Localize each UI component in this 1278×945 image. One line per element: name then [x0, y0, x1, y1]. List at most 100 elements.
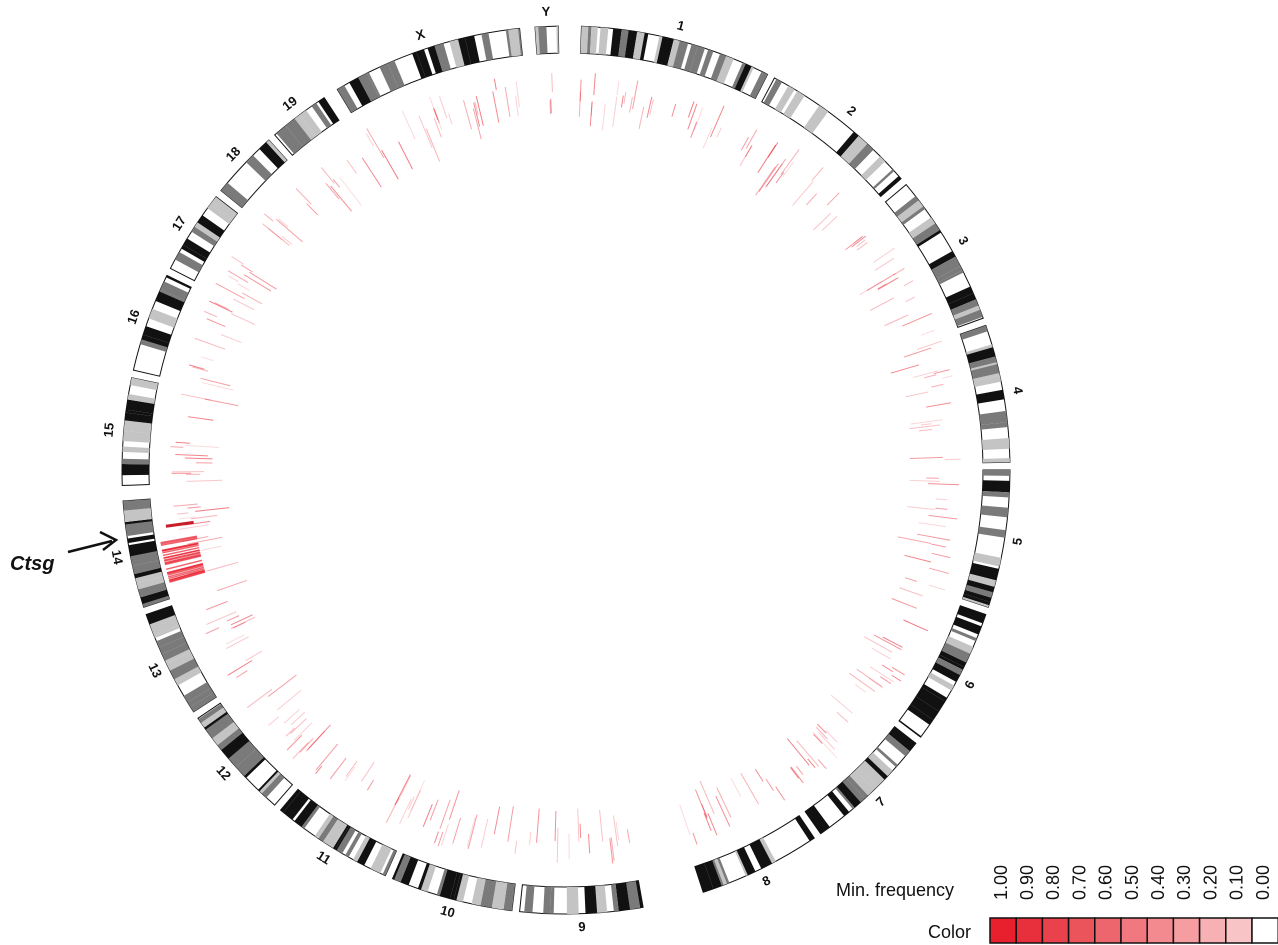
cytoband	[957, 605, 986, 624]
cytoband	[122, 446, 150, 454]
frequency-mark	[593, 73, 596, 96]
frequency-mark	[345, 760, 358, 777]
frequency-mark	[305, 730, 326, 752]
cytoband	[345, 831, 362, 858]
cytoband	[980, 422, 1008, 430]
cytoband	[836, 781, 861, 808]
frequency-mark	[918, 522, 946, 528]
frequency-mark	[320, 167, 335, 184]
chromosome-label-4: 4	[1010, 385, 1026, 395]
frequency-mark	[757, 144, 777, 173]
cytoband	[194, 222, 220, 242]
legend-color-label: Color	[928, 922, 971, 942]
legend-swatch	[1067, 917, 1096, 944]
frequency-mark	[782, 161, 795, 177]
frequency-marks-track	[160, 73, 961, 864]
cytoband	[864, 757, 888, 780]
cytoband	[965, 344, 993, 355]
cytoband	[981, 438, 1010, 450]
frequency-mark	[290, 711, 306, 726]
cytoband	[217, 728, 243, 750]
legend-value: 0.60	[1096, 865, 1116, 900]
cytoband	[803, 105, 829, 134]
frequency-mark	[928, 483, 960, 486]
cytoband	[301, 805, 321, 829]
frequency-mark	[433, 118, 442, 138]
frequency-mark	[205, 627, 220, 635]
frequency-mark	[903, 619, 928, 632]
frequency-mark	[815, 727, 828, 740]
frequency-mark	[235, 670, 248, 679]
cytoband	[861, 156, 886, 181]
chromosome-15	[121, 377, 159, 487]
frequency-mark	[399, 798, 412, 825]
cytoband	[759, 837, 776, 864]
frequency-mark	[170, 446, 184, 448]
cytoband	[122, 464, 150, 476]
cytoband	[207, 204, 233, 225]
frequency-mark	[620, 95, 624, 108]
frequency-mark	[579, 823, 582, 839]
frequency-mark	[160, 535, 198, 544]
frequency-mark	[765, 163, 783, 188]
frequency-mark	[433, 107, 439, 121]
cytoband	[875, 746, 898, 768]
frequency-mark	[609, 838, 614, 864]
frequency-mark	[194, 337, 226, 350]
frequency-mark	[215, 282, 245, 300]
frequency-mark	[578, 91, 581, 117]
cytoband	[124, 412, 153, 424]
cytoband	[618, 29, 629, 58]
chromosome-18	[220, 139, 288, 209]
cytoband	[901, 206, 926, 225]
frequency-mark	[859, 280, 883, 296]
frequency-mark	[361, 761, 375, 782]
cytoband	[704, 860, 722, 889]
frequency-mark	[920, 423, 932, 426]
cytoband	[508, 28, 521, 57]
cytoband	[298, 114, 317, 138]
cytoband	[400, 856, 419, 886]
legend-swatch	[1041, 917, 1070, 944]
cytoband	[699, 49, 714, 77]
frequency-mark	[877, 283, 887, 290]
cytoband	[894, 196, 919, 217]
frequency-mark	[873, 634, 902, 651]
frequency-mark	[268, 228, 283, 241]
frequency-mark	[200, 545, 222, 552]
cytoband	[370, 844, 392, 874]
frequency-mark	[869, 666, 894, 683]
cytoband	[453, 873, 464, 901]
ctsg-annotation: Ctsg	[10, 530, 119, 575]
cytoband	[156, 630, 184, 648]
frequency-mark	[928, 584, 946, 591]
ctsg-label: Ctsg	[10, 553, 54, 575]
cytoband	[221, 732, 250, 759]
frequency-mark	[164, 553, 201, 564]
frequency-mark	[891, 598, 917, 609]
cytoband	[849, 770, 875, 796]
cytoband	[143, 326, 172, 343]
frequency-mark	[796, 740, 820, 767]
frequency-mark	[293, 722, 313, 741]
frequency-mark	[394, 774, 411, 806]
cytoband	[587, 26, 592, 54]
legend-value: 0.40	[1148, 865, 1168, 900]
cytoband	[731, 62, 746, 89]
legend-swatch	[1225, 917, 1253, 944]
cytoband	[740, 66, 754, 93]
frequency-mark	[765, 158, 786, 187]
frequency-mark	[206, 318, 226, 327]
frequency-mark	[164, 552, 201, 562]
frequency-mark	[167, 564, 204, 576]
frequency-mark	[649, 98, 654, 116]
chromosome-label-17: 17	[169, 213, 189, 233]
frequency-mark	[692, 832, 698, 845]
cytoband	[842, 778, 865, 803]
frequency-mark	[849, 672, 876, 692]
cytoband	[456, 874, 470, 902]
cytoband	[276, 125, 303, 154]
cytoband	[632, 31, 645, 60]
frequency-mark	[410, 780, 426, 812]
